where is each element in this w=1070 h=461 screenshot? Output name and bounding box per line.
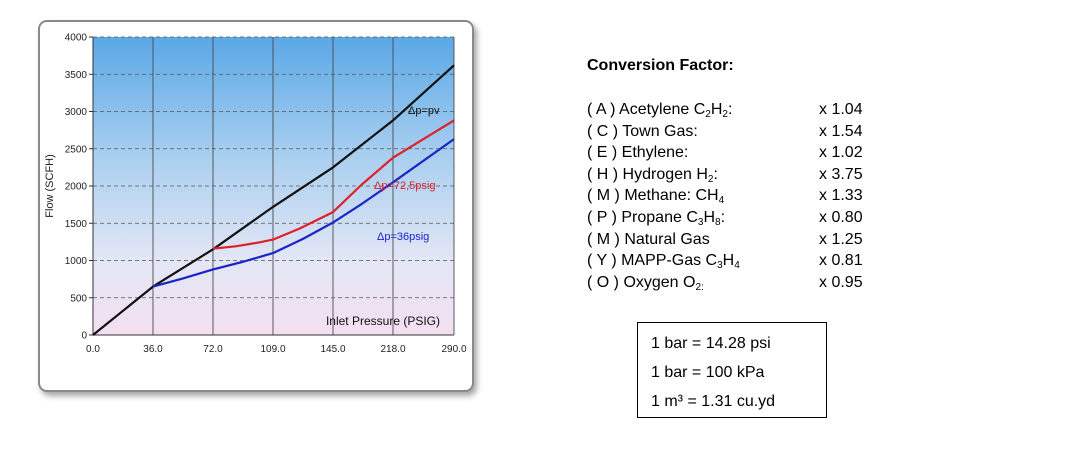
conversion-panel: Conversion Factor: ( A ) Acetylene C2H2:…	[587, 57, 887, 293]
gas-formula-subscript: 2:	[695, 281, 704, 293]
gas-formula-subscript: 2	[722, 109, 728, 120]
gas-factor: x 1.04	[819, 101, 863, 118]
gas-label: ( P ) Propane C3H8:	[587, 207, 725, 229]
gas-formula-subscript: 2	[705, 109, 711, 120]
unit-row-bar-psi: 1 bar = 14.28 psi	[651, 335, 771, 352]
gas-factor: x 1.33	[819, 187, 863, 205]
gas-label: ( M ) Natural Gas	[587, 229, 710, 251]
y-tick-label: 0	[81, 331, 87, 342]
gas-formula-subscript: 4	[734, 260, 740, 272]
gas-label-text: :	[720, 208, 726, 226]
series-line	[212, 119, 455, 250]
unit-row-bar-kpa: 1 bar = 100 kPa	[651, 364, 765, 381]
gas-label-text: H	[722, 252, 735, 270]
gas-factor: x 0.81	[819, 252, 863, 270]
gas-row: ( P ) Propane C3H8: x 0.80	[587, 207, 887, 229]
x-tick-label: 0.0	[86, 344, 100, 355]
gas-factor: x 0.95	[819, 273, 863, 291]
y-axis-label: Flow (SCFH)	[44, 154, 56, 218]
gas-factor: x 1.25	[819, 230, 863, 248]
units-box: 1 bar = 14.28 psi 1 bar = 100 kPa 1 m³ =…	[637, 322, 827, 418]
gas-label-text: ( M ) Methane: CH	[587, 187, 719, 205]
gas-label-text: ( M ) Natural Gas	[587, 230, 710, 248]
y-tick-label: 2500	[65, 144, 88, 155]
gas-label-text: ( A ) Acetylene C	[587, 101, 706, 118]
gas-formula-subscript: 8	[715, 216, 721, 228]
gas-row: ( O ) Oxygen O2: x 0.95	[587, 272, 887, 294]
gas-label: ( H ) Hydrogen H2:	[587, 164, 718, 186]
y-tick-label: 4000	[65, 33, 88, 44]
gas-label: ( Y ) MAPP-Gas C3H4	[587, 250, 740, 272]
gas-formula-subscript: 3	[717, 260, 723, 272]
gas-row: ( A ) Acetylene C2H2: x 1.04	[587, 99, 887, 121]
conversion-list: ( A ) Acetylene C2H2: x 1.04( C ) Town Ga…	[587, 99, 887, 293]
conversion-title: Conversion Factor:	[587, 57, 734, 74]
gas-factor: x 3.75	[819, 165, 863, 183]
x-axis-label: Inlet Pressure (PSIG)	[326, 314, 440, 328]
x-tick-label: 145.0	[320, 344, 345, 355]
x-tick-label: 290.0	[441, 344, 466, 355]
gas-label-text: ( P ) Propane C	[587, 208, 698, 226]
gas-label-text: ( O ) Oxygen O	[587, 273, 696, 291]
x-tick-label: 109.0	[260, 344, 285, 355]
series-label: Δp=72,5psig	[374, 180, 435, 192]
gas-label-text: :	[727, 101, 733, 118]
gas-label-text: ( C ) Town Gas:	[587, 122, 698, 140]
series-label: Δp=pv	[408, 105, 440, 117]
gas-row: ( H ) Hydrogen H2: x 3.75	[587, 164, 887, 186]
series-label: Δp=36psig	[377, 231, 429, 243]
chart-frame: 0 500 1000 1500 2000 2500 3000 3500 4000 0.0 36.0 7…	[38, 20, 474, 392]
gas-factor: x 1.02	[819, 144, 863, 162]
x-tick-label: 218.0	[380, 344, 405, 355]
y-tick-label: 500	[70, 293, 87, 304]
gas-formula-subscript: 3	[697, 216, 704, 228]
gas-factor: x 0.80	[819, 208, 863, 226]
y-tick-label: 1000	[65, 256, 88, 267]
series-line	[152, 138, 455, 288]
gas-factor: x 1.54	[819, 122, 863, 140]
gas-label-text: H	[703, 208, 715, 226]
gas-label-text: ( H ) Hydrogen H	[587, 165, 708, 183]
flow-chart: 0 500 1000 1500 2000 2500 3000 3500 4000 0.0 36.0 7…	[44, 33, 467, 356]
gas-row: ( Y ) MAPP-Gas C3H4 x 0.81	[587, 250, 887, 272]
gas-label-text: :	[713, 165, 718, 183]
x-tick-label: 36.0	[143, 344, 163, 355]
y-tick-label: 3500	[65, 70, 88, 81]
unit-row-m3-yd: 1 m³ = 1.31 cu.yd	[651, 393, 776, 410]
gas-label: ( C ) Town Gas:	[587, 121, 698, 143]
gas-row: ( M ) Natural Gas x 1.25	[587, 229, 887, 251]
gas-formula-subscript: 2	[707, 173, 714, 185]
gas-formula-subscript: 4	[718, 195, 725, 207]
gas-label: ( A ) Acetylene C2H2:	[587, 99, 732, 121]
gas-label: ( O ) Oxygen O2:	[587, 272, 704, 294]
gas-row: ( C ) Town Gas: x 1.54	[587, 121, 887, 143]
gas-row: ( M ) Methane: CH4 x 1.33	[587, 185, 887, 207]
gas-row: ( E ) Ethylene: x 1.02	[587, 142, 887, 164]
gas-label-text: ( E ) Ethylene:	[587, 144, 689, 162]
gas-label: ( E ) Ethylene:	[587, 142, 688, 164]
y-tick-label: 1500	[65, 219, 88, 230]
x-tick-label: 72.0	[203, 344, 223, 355]
y-tick-label: 3000	[65, 107, 88, 118]
gas-label: ( M ) Methane: CH4	[587, 185, 724, 207]
gas-label-text: H	[710, 101, 723, 118]
gas-label-text: ( Y ) MAPP-Gas C	[587, 252, 718, 270]
y-tick-label: 2000	[65, 182, 88, 193]
